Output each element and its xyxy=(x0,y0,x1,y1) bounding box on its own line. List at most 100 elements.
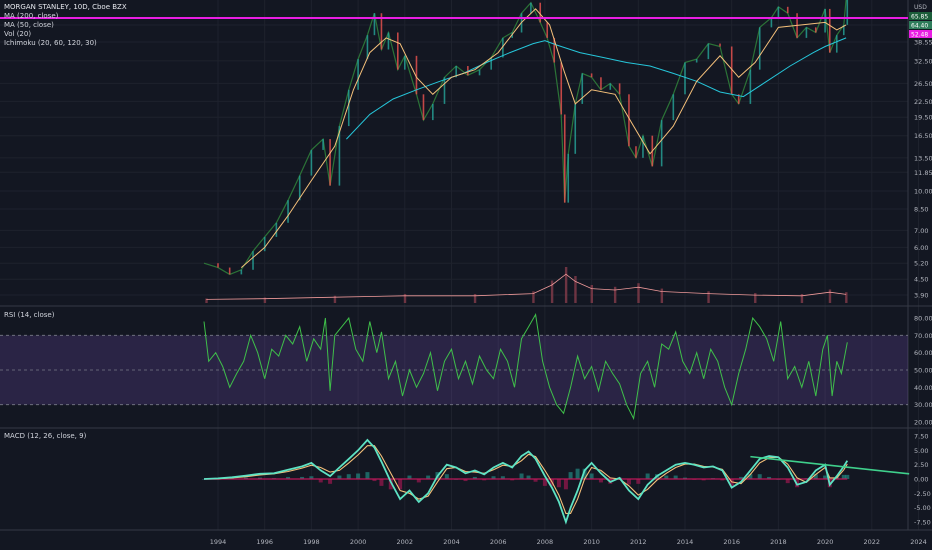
volume-bar-4 xyxy=(473,294,477,303)
price-marker-label-2: 52.48 xyxy=(911,32,928,39)
volume-bar-16 xyxy=(828,289,832,303)
rsi-legend: RSI (14, close) xyxy=(4,311,55,319)
macd-hist-18 xyxy=(398,479,403,490)
volume-bar-14 xyxy=(754,293,757,303)
price-tick-13.50: 13.50 xyxy=(914,154,932,162)
price-tick-38.55: 38.55 xyxy=(914,38,932,46)
macd-hist-10 xyxy=(328,479,333,484)
macd-hist-58 xyxy=(748,474,753,479)
macd-hist-39 xyxy=(575,468,580,479)
macd-tick-5.00: 5.00 xyxy=(914,447,928,455)
price-tick-4.50: 4.50 xyxy=(914,276,928,284)
macd-hist-33 xyxy=(533,479,538,482)
macd-hist-32 xyxy=(526,475,531,479)
time-tick-2022: 2022 xyxy=(864,538,881,546)
legend-vol: Vol (20) xyxy=(4,30,32,38)
volume-bar-0 xyxy=(205,298,208,303)
price-marker-label-0: 65.85 xyxy=(911,14,928,21)
time-tick-2000: 2000 xyxy=(350,538,367,546)
time-tick-2002: 2002 xyxy=(397,538,414,546)
macd-hist-7 xyxy=(300,476,305,479)
macd-hist-26 xyxy=(472,476,477,479)
macd-tick--5.00: -5.00 xyxy=(914,504,931,512)
macd-hist-29 xyxy=(500,476,505,479)
price-marker-2 xyxy=(909,30,932,38)
rsi-band xyxy=(0,335,908,405)
rsi-tick-40.00: 40.00 xyxy=(914,384,932,392)
rsi-tick-50.00: 50.00 xyxy=(914,367,932,375)
time-tick-2008: 2008 xyxy=(537,538,554,546)
macd-hist-47 xyxy=(645,473,650,479)
price-marker-label-1: 64.40 xyxy=(911,23,928,30)
macd-hist-66 xyxy=(823,475,828,479)
macd-hist-57 xyxy=(739,476,744,479)
macd-hist-15 xyxy=(372,479,377,482)
volume-bar-11 xyxy=(637,283,640,303)
macd-hist-37 xyxy=(563,479,568,490)
time-tick-2018: 2018 xyxy=(770,538,787,546)
macd-hist-60 xyxy=(767,476,772,479)
legend-ma200: MA (200, close) xyxy=(4,12,59,20)
macd-hist-50 xyxy=(673,475,678,479)
macd-hist-36 xyxy=(556,479,561,488)
macd-hist-16 xyxy=(379,479,384,486)
time-tick-2020: 2020 xyxy=(817,538,834,546)
volume-bar-2 xyxy=(333,295,337,303)
macd-tick--2.50: -2.50 xyxy=(914,490,931,498)
macd-legend: MACD (12, 26, close, 9) xyxy=(4,432,87,440)
macd-hist-31 xyxy=(519,473,524,479)
volume-bar-1 xyxy=(263,297,267,303)
time-tick-1996: 1996 xyxy=(256,538,273,546)
rsi-line xyxy=(203,313,848,421)
macd-hist-19 xyxy=(407,475,412,479)
macd-hist-6 xyxy=(286,476,291,479)
price-tick-32.50: 32.50 xyxy=(914,57,932,65)
macd-tick-7.50: 7.50 xyxy=(914,433,928,441)
price-tick-8.50: 8.50 xyxy=(914,205,928,213)
macd-hist-14 xyxy=(365,472,370,479)
macd-hist-28 xyxy=(491,476,496,479)
macd-tick-0.00: 0.00 xyxy=(914,476,928,484)
macd-hist-34 xyxy=(542,479,547,486)
macd-hist-65 xyxy=(813,474,818,479)
volume-bar-5 xyxy=(532,291,535,303)
legend-ma50: MA (50, close) xyxy=(4,21,54,29)
macd-hist-17 xyxy=(388,479,393,490)
macd-tick--7.50: -7.50 xyxy=(914,519,931,527)
macd-hist-38 xyxy=(568,472,573,479)
time-tick-2006: 2006 xyxy=(490,538,507,546)
macd-hist-42 xyxy=(598,479,603,483)
ma200-line xyxy=(346,37,847,140)
volume-bar-17 xyxy=(845,292,848,303)
macd-hist-20 xyxy=(416,479,421,483)
time-tick-2012: 2012 xyxy=(630,538,647,546)
chart-title: MORGAN STANLEY, 10D, Cboe BZX xyxy=(4,3,127,11)
macd-hist-49 xyxy=(664,475,669,479)
macd-line xyxy=(203,438,849,525)
macd-hist-45 xyxy=(626,479,631,485)
price-tick-19.50: 19.50 xyxy=(914,114,932,122)
volume-bar-3 xyxy=(403,294,407,303)
time-tick-1994: 1994 xyxy=(210,538,227,546)
rsi-tick-80.00: 80.00 xyxy=(914,315,932,323)
price-tick-22.50: 22.50 xyxy=(914,98,932,106)
volume-bar-8 xyxy=(574,276,577,303)
time-tick-2010: 2010 xyxy=(583,538,600,546)
macd-trendline xyxy=(750,455,910,475)
macd-hist-69 xyxy=(841,474,846,479)
price-line xyxy=(203,0,847,276)
time-tick-2016: 2016 xyxy=(723,538,740,546)
macd-hist-12 xyxy=(346,474,351,479)
price-tick-26.50: 26.50 xyxy=(914,80,932,88)
volume-ma-line xyxy=(206,273,847,300)
macd-hist-9 xyxy=(318,479,323,483)
macd-hist-21 xyxy=(426,475,431,479)
macd-hist-8 xyxy=(309,476,314,479)
rsi-tick-20.00: 20.00 xyxy=(914,419,932,427)
rsi-tick-30.00: 30.00 xyxy=(914,401,932,409)
volume-bar-6 xyxy=(550,280,554,303)
time-tick-1998: 1998 xyxy=(303,538,320,546)
volume-bar-7 xyxy=(564,267,568,303)
